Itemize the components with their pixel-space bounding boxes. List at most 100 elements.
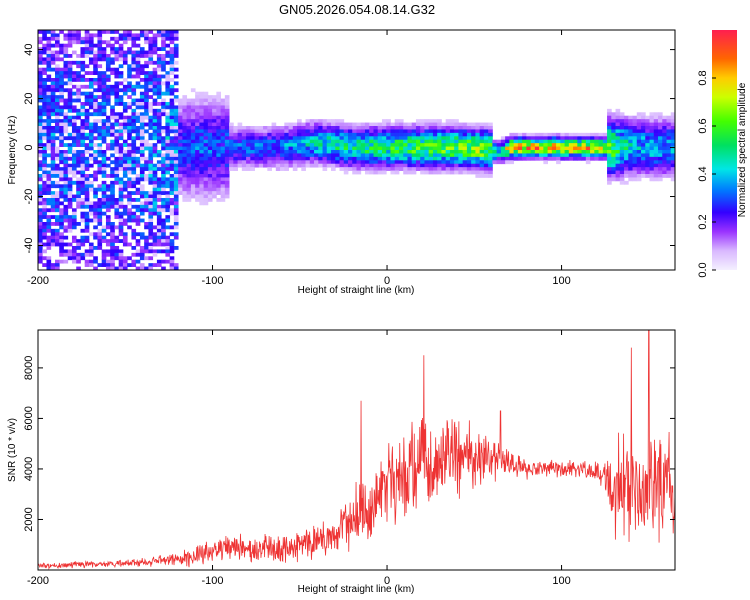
heatmap-cell [432,122,438,127]
heatmap-cell [437,119,442,123]
heatmap-cell [666,143,672,147]
heatmap-cell [241,129,247,134]
heatmap-cell [517,150,523,154]
heatmap-cell [585,153,591,158]
heatmap-cell [42,167,47,171]
heatmap-cell [335,129,340,134]
heatmap-cell [88,57,94,62]
heatmap-cell [662,139,667,144]
heatmap-cell [666,136,672,141]
heatmap-cell [173,88,179,93]
heatmap-cell [84,191,90,195]
heatmap-cell [403,143,408,147]
heatmap-cell [199,139,205,144]
heatmap-cell [148,47,154,51]
heatmap-cell [458,146,464,151]
heatmap-cell [152,167,158,171]
heatmap-cell [662,156,667,161]
heatmap-cell [229,136,234,141]
heatmap-cell [305,129,311,134]
heatmap-cell [203,180,209,185]
heatmap-cell [250,143,255,147]
heatmap-cell [479,150,485,154]
heatmap-cell [122,50,128,55]
heatmap-cell [144,225,149,230]
heatmap-cell [619,112,625,117]
heatmap-cell [658,156,663,161]
heatmap-cell [437,153,442,158]
heatmap-cell [539,132,544,137]
heatmap-cell [156,211,162,216]
heatmap-cell [84,187,90,192]
heatmap-cell [131,88,137,93]
heatmap-cell [292,167,298,171]
heatmap-cell [641,139,646,144]
heatmap-cell [169,184,175,189]
heatmap-cell [139,174,145,178]
heatmap-cell [105,126,111,130]
heatmap-cell [250,163,255,168]
heatmap-cell [581,150,587,154]
heatmap-cell [118,156,124,161]
heatmap-cell [169,91,175,96]
heatmap-cell [84,180,90,185]
heatmap-cell [645,139,650,144]
heatmap-cell [653,156,659,161]
heatmap-cell [233,126,238,130]
heatmap-cell [71,225,77,230]
heatmap-cell [127,218,132,223]
heatmap-cell [127,194,132,199]
heatmap-cell [203,163,209,168]
heatmap-cell [127,132,132,137]
heatmap-cell [624,146,629,151]
snr-series-line [38,330,675,570]
heatmap-cell [309,129,315,134]
heatmap-cell [54,136,60,141]
heatmap-cell [305,150,311,154]
heatmap-cell [590,136,595,141]
heatmap-cell [144,105,149,110]
heatmap-cell [97,64,103,69]
heatmap-cell [71,136,77,141]
heatmap-cell [50,78,56,82]
heatmap-cell [314,132,319,137]
heatmap-cell [110,43,115,48]
heatmap-cell [420,146,425,151]
heatmap-cell [42,146,47,151]
heatmap-cell [483,122,489,127]
heatmap-cell [475,160,481,165]
heatmap-cell [97,167,103,171]
heatmap-cell [165,115,171,120]
heatmap-cell [97,84,103,89]
heatmap-cell [237,150,243,154]
heatmap-cell [122,115,128,120]
heatmap-cell [645,156,650,161]
heatmap-cell [46,153,52,158]
heatmap-cell [292,136,298,141]
heatmap-cell [216,187,222,192]
heatmap-cell [110,146,115,151]
heatmap-cell [135,177,141,182]
heatmap-cell [199,136,205,141]
heatmap-cell [118,143,124,147]
heatmap-cell [471,122,476,127]
heatmap-cell [432,150,438,154]
heatmap-cell [67,108,73,113]
heatmap-cell [63,64,69,69]
heatmap-cell [390,129,396,134]
heatmap-cell [233,167,238,171]
heatmap-cell [127,177,132,182]
heatmap-cell [428,126,434,130]
heatmap-cell [127,30,132,34]
heatmap-cell [80,228,86,233]
heatmap-cell [203,108,209,113]
heatmap-cell [212,119,217,123]
heatmap-cell [394,122,400,127]
heatmap-cell [122,167,128,171]
heatmap-cell [352,126,357,130]
heatmap-cell [496,146,502,151]
heatmap-cell [203,136,209,141]
heatmap-cell [641,170,646,175]
heatmap-cell [131,102,137,106]
heatmap-cell [161,102,166,106]
